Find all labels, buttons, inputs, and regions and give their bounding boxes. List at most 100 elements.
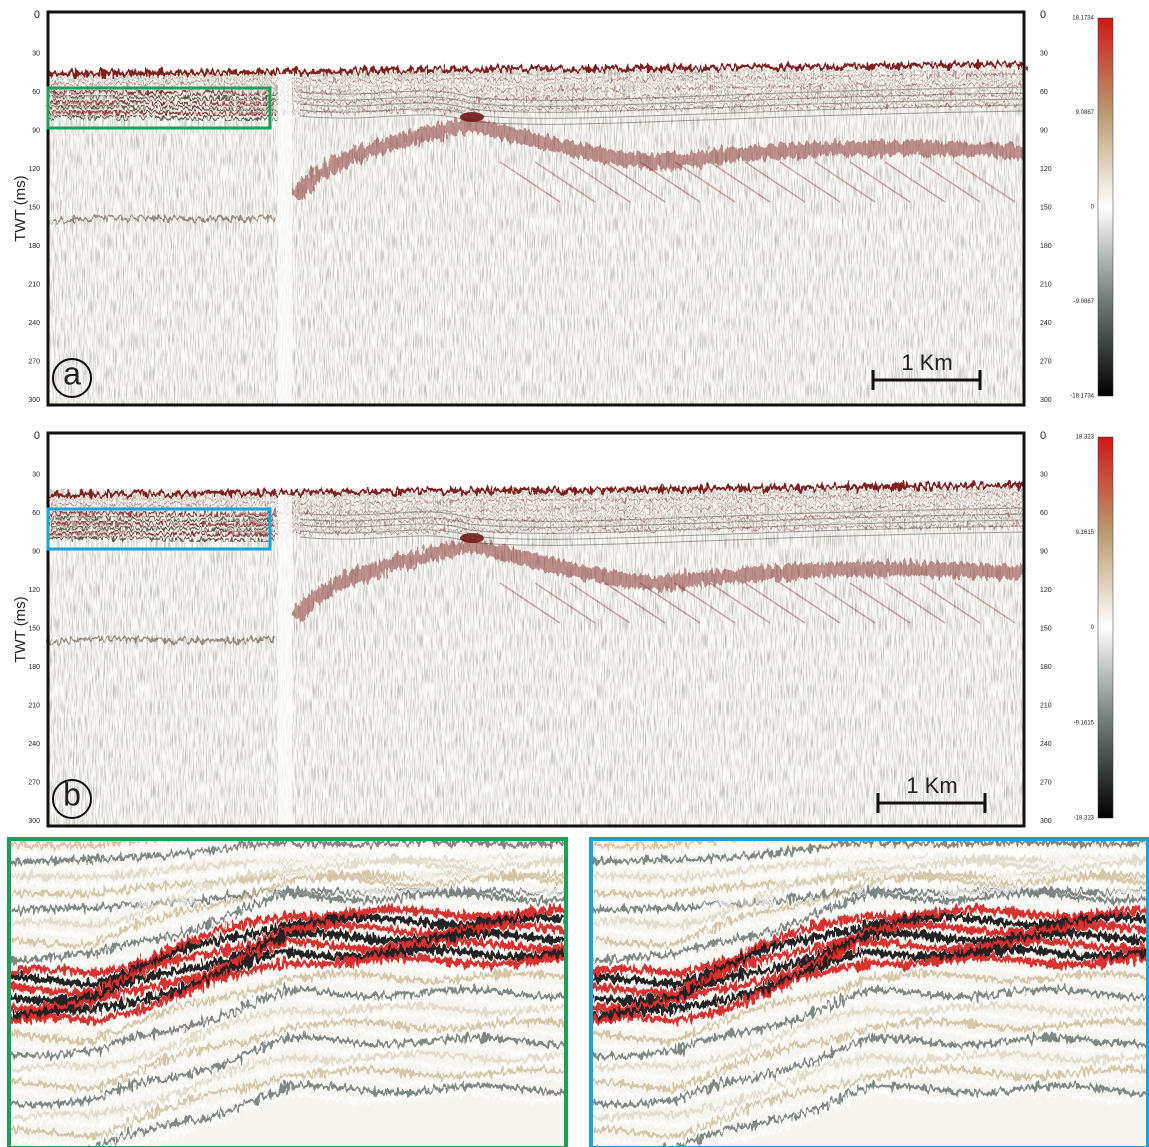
colorbar-label: 9.1615 xyxy=(1076,530,1095,536)
reflector xyxy=(47,499,1025,511)
zoom-reflector xyxy=(592,1019,1147,1091)
y-tick-label-right: 0 xyxy=(1040,9,1046,21)
zoom-reflector xyxy=(10,1051,565,1121)
reflector xyxy=(47,78,1025,90)
zoom-reflector xyxy=(592,946,1147,1019)
zoom-image xyxy=(592,840,1147,1147)
zoom-reflector xyxy=(10,938,565,1012)
dipping-event xyxy=(849,161,911,203)
zoom-box xyxy=(46,507,272,551)
panel-label: b xyxy=(63,776,81,812)
zoom-reflector xyxy=(592,1051,1147,1121)
dipping-event xyxy=(954,582,1016,624)
colorbar-label: -9.1615 xyxy=(1074,720,1095,726)
y-tick-label-right: 120 xyxy=(1040,166,1052,173)
zoom-reflector xyxy=(10,1043,565,1115)
zoom-reflector xyxy=(10,922,565,996)
reflector xyxy=(47,516,276,522)
y-tick-label: 90 xyxy=(32,548,40,555)
zoom-reflector xyxy=(592,1003,1147,1072)
zoom-reflector xyxy=(592,930,1147,1004)
colorbar xyxy=(1097,436,1114,819)
y-axis-label: TWT (ms) xyxy=(12,596,29,662)
dipping-event xyxy=(534,582,596,624)
reflector xyxy=(299,513,1025,528)
y-tick-label: 180 xyxy=(28,243,40,250)
y-tick-label: 60 xyxy=(32,89,40,96)
zoom-reflector xyxy=(10,899,565,970)
y-tick-label: 240 xyxy=(28,741,40,748)
y-tick-label-right: 0 xyxy=(1040,430,1046,442)
reflector xyxy=(299,86,1025,101)
dipping-event xyxy=(604,582,666,624)
zoom-reflector xyxy=(10,1059,565,1129)
zoom-frame xyxy=(589,837,1149,1147)
zoom-reflector xyxy=(10,887,565,913)
reflector xyxy=(47,98,1025,110)
reflector xyxy=(47,105,276,111)
y-tick-label: 150 xyxy=(28,625,40,632)
reflector xyxy=(299,110,1025,125)
water-column xyxy=(48,433,1024,489)
dipping-event xyxy=(569,582,631,624)
zoom-reflector xyxy=(592,987,1147,1059)
y-tick-label-right: 30 xyxy=(1040,50,1048,57)
dipping-event xyxy=(639,582,701,624)
colorbar-label: 18.323 xyxy=(1076,435,1095,441)
zoom-reflector xyxy=(10,971,565,1043)
y-tick-label-right: 300 xyxy=(1040,397,1052,404)
y-tick-label-right: 60 xyxy=(1040,510,1048,517)
zoom-reflector xyxy=(592,963,1147,1034)
zoom-reflector xyxy=(592,979,1147,1051)
dipping-event xyxy=(884,161,946,203)
y-tick-label: 210 xyxy=(28,281,40,288)
zoom-reflector xyxy=(10,1011,565,1082)
dipping-event xyxy=(569,161,631,203)
zoom-reflector xyxy=(592,847,1147,872)
zoom-reflector xyxy=(592,1035,1147,1107)
y-tick-label: 300 xyxy=(28,397,40,404)
y-tick-label: 150 xyxy=(28,204,40,211)
zoom-reflector xyxy=(592,922,1147,996)
zoom-image xyxy=(10,840,565,1147)
zoom-reflector xyxy=(10,883,565,955)
zoom-reflector xyxy=(10,1027,565,1099)
zoom-reflector xyxy=(107,1091,565,1147)
zoom-reflector xyxy=(592,954,1147,1024)
label-circle xyxy=(52,779,92,819)
reflector xyxy=(47,88,1025,100)
zoom-reflector xyxy=(592,1011,1147,1082)
colorbar-label: -9.0867 xyxy=(1074,299,1095,305)
reflector xyxy=(299,525,1025,540)
scale-bar-label: 1 Km xyxy=(906,773,957,798)
zoom-reflector xyxy=(592,938,1147,1012)
y-tick-label-right: 240 xyxy=(1040,741,1052,748)
zoom-reflector xyxy=(10,979,565,1051)
colorbar-label: 18.1734 xyxy=(1072,16,1094,22)
zoom-reflector xyxy=(10,930,565,1004)
reflector xyxy=(47,100,276,106)
zoom-reflector xyxy=(592,883,1147,955)
y-tick-label-right: 210 xyxy=(1040,281,1052,288)
y-tick-label-right: 300 xyxy=(1040,818,1052,825)
reflector xyxy=(299,519,1025,534)
colorbar-label: 9.0867 xyxy=(1076,110,1095,116)
reflector xyxy=(47,483,1025,497)
reflector xyxy=(47,514,1025,526)
reflector xyxy=(47,494,1025,506)
y-tick-label-right: 120 xyxy=(1040,587,1052,594)
zoom-reflector xyxy=(592,840,742,849)
zoom-reflector xyxy=(10,891,565,963)
dipping-event xyxy=(814,161,876,203)
y-tick-label: 30 xyxy=(32,471,40,478)
zoom-reflector xyxy=(10,995,565,1067)
zoom-reflector xyxy=(592,1027,1147,1099)
zoom-reflector xyxy=(88,1083,565,1147)
dipping-event xyxy=(779,582,841,624)
zoom-reflector xyxy=(592,899,1147,970)
dipping-event xyxy=(709,161,771,203)
reflector xyxy=(47,536,276,542)
y-tick-label: 0 xyxy=(34,430,40,442)
seismic-noise xyxy=(48,488,1024,826)
